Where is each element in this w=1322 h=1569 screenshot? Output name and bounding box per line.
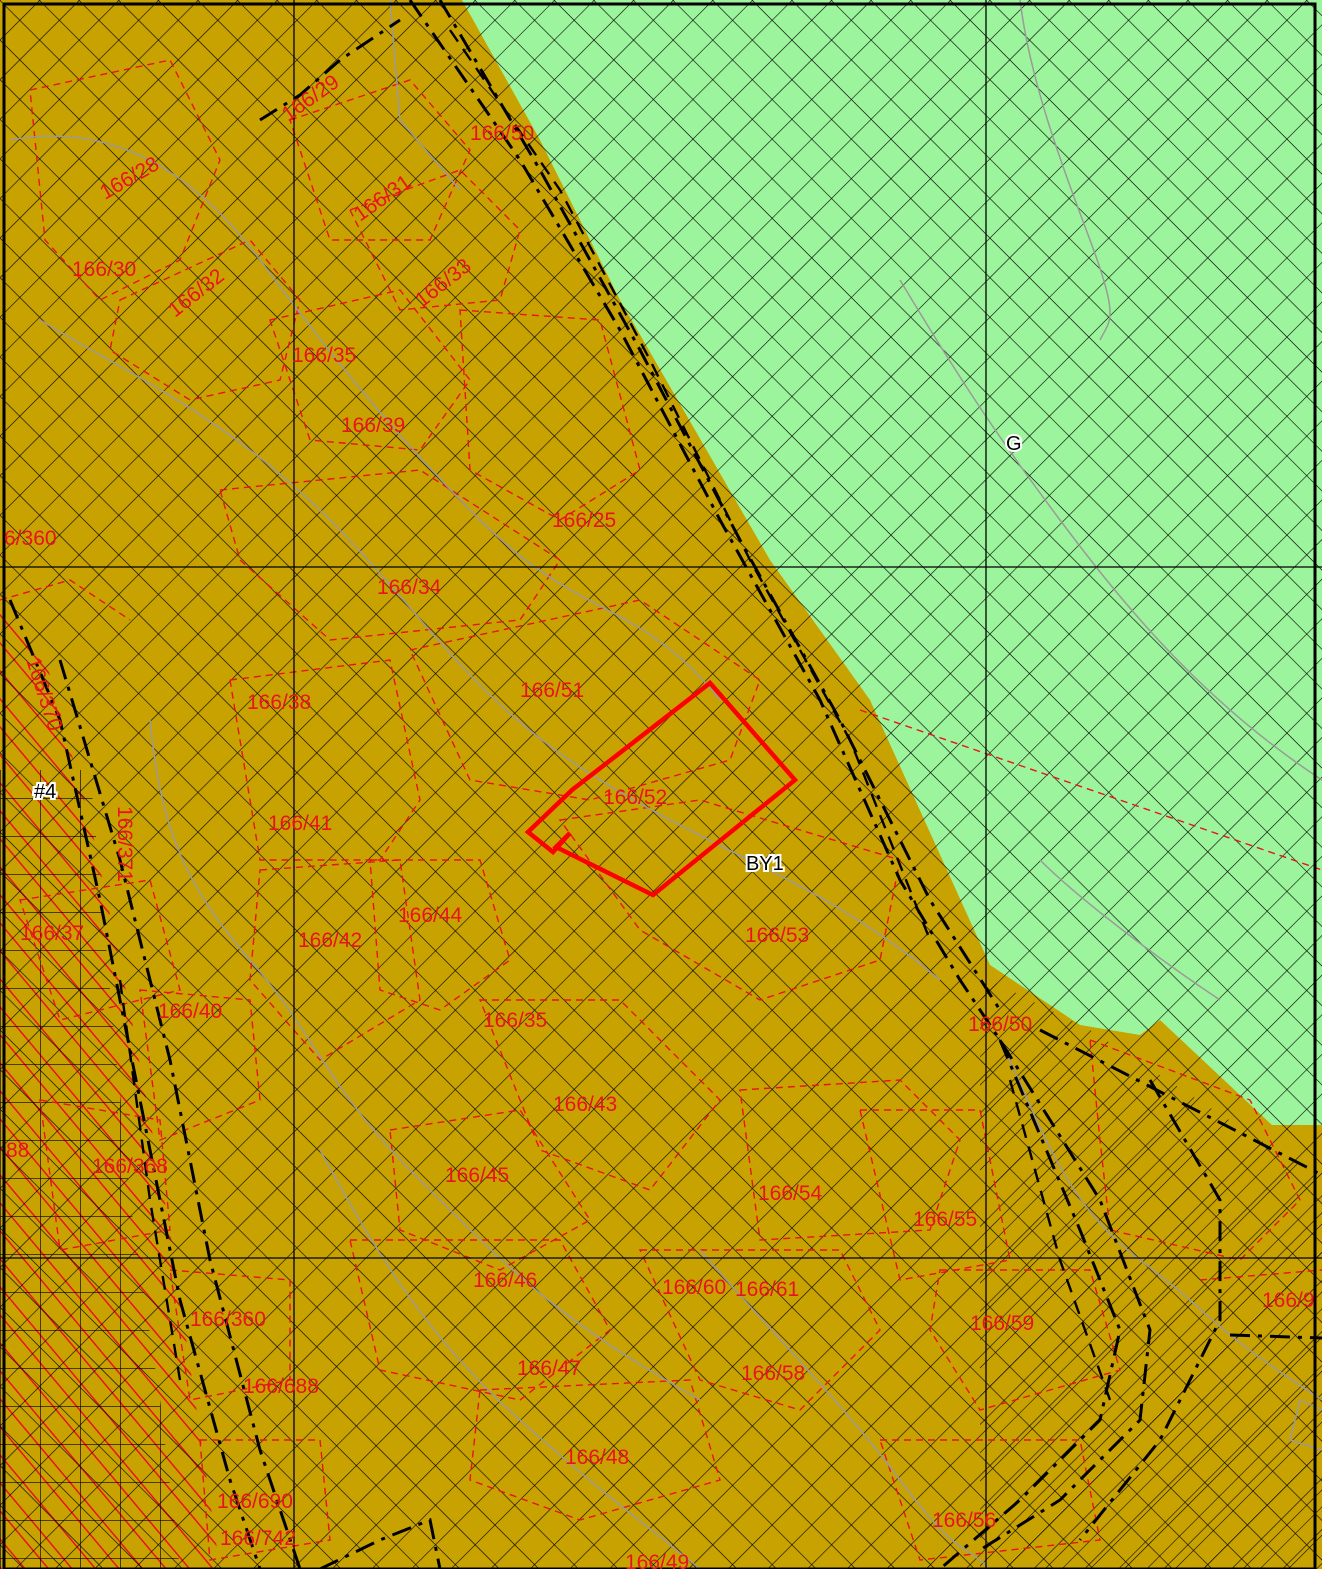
parcel-label[interactable]: 166/50: [470, 122, 534, 145]
highlighted-parcel-166-52[interactable]: [524, 679, 799, 898]
parcel-label[interactable]: 166/51: [520, 679, 584, 702]
parcel-label[interactable]: 166/55: [913, 1208, 977, 1231]
parcel-label[interactable]: 88: [6, 1139, 29, 1162]
parcel-label[interactable]: 166/35: [292, 344, 356, 367]
parcel-label[interactable]: 166/53: [745, 924, 809, 947]
parcel-label[interactable]: 166/42: [298, 929, 362, 952]
parcel-label[interactable]: 166/371: [113, 806, 136, 882]
parcel-label[interactable]: 6/360: [4, 527, 57, 550]
parcel-label[interactable]: 166/49: [625, 1551, 689, 1569]
parcel-label[interactable]: 166/59: [970, 1312, 1034, 1335]
zone-label-building[interactable]: BY1: [744, 851, 786, 877]
parcel-label[interactable]: 166/50: [968, 1013, 1032, 1036]
parcel-label[interactable]: 166/44: [398, 904, 463, 927]
parcel-label[interactable]: 166/368: [92, 1155, 168, 1178]
parcel-label[interactable]: 166/360: [190, 1308, 266, 1331]
parcel-label[interactable]: 166/39: [341, 414, 405, 437]
parcel-label[interactable]: 166/34: [377, 576, 442, 599]
parcel-label[interactable]: 166/48: [565, 1446, 629, 1469]
parcel-label[interactable]: 166/9: [1262, 1289, 1315, 1312]
parcel-label[interactable]: 166/45: [445, 1164, 509, 1187]
dashed-boundary-lines: [118, 29, 1112, 1401]
contour-lines: [9, 0, 1322, 1569]
parcel-label[interactable]: 166/688: [243, 1375, 319, 1398]
parcel-label[interactable]: 166/58: [741, 1362, 805, 1385]
parcel-label[interactable]: 166/30: [72, 258, 136, 281]
parcel-label[interactable]: 166/56: [932, 1509, 996, 1532]
parcel-label[interactable]: 166/52: [603, 786, 667, 809]
parcel-label[interactable]: 166/40: [158, 1000, 222, 1023]
parcel-label[interactable]: 166/47: [517, 1357, 581, 1380]
zone-label-green[interactable]: G: [1004, 431, 1024, 457]
parcel-label[interactable]: 166/41: [268, 812, 332, 835]
parcel-label[interactable]: 166/25: [552, 509, 616, 532]
parcel-label[interactable]: 166/43: [553, 1093, 617, 1116]
zone-label-marker[interactable]: #4: [32, 779, 58, 805]
parcel-label[interactable]: 166/35: [483, 1009, 547, 1032]
parcel-label[interactable]: 166/46: [473, 1269, 537, 1292]
parcel-label[interactable]: 166/60: [662, 1276, 726, 1299]
parcel-borders: [0, 59, 1322, 1561]
parcel-label[interactable]: 166/61: [735, 1278, 799, 1301]
parcel-label[interactable]: 166/742: [220, 1527, 296, 1550]
parcel-label[interactable]: 166/54: [758, 1182, 823, 1205]
parcel-label[interactable]: 166/690: [217, 1490, 293, 1513]
parcel-label[interactable]: 166/38: [247, 691, 311, 714]
parcel-label[interactable]: 166/37: [20, 922, 84, 945]
